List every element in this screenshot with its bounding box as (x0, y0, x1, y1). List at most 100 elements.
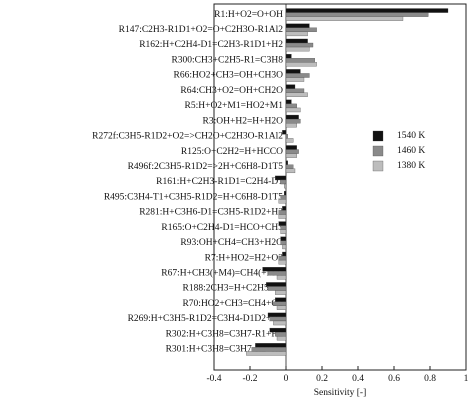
bar (282, 130, 287, 135)
bar (285, 62, 317, 67)
bar (285, 54, 292, 59)
bar (282, 251, 287, 257)
y-tick-label: R161:H+C2H3-R1D1=C2H4-D1 (156, 177, 283, 187)
bar (273, 320, 287, 326)
bar (284, 190, 287, 196)
bar (285, 168, 296, 174)
bar (280, 179, 287, 185)
y-tick-label: R5:H+O2+M1=HO2+M1 (185, 101, 284, 111)
y-tick-label: R162:H+C2H4-D1=C2H3-R1D1+H2 (139, 40, 283, 50)
y-tick-label: R300:CH3+C2H5-R1=C3H8 (171, 55, 283, 65)
bar (275, 331, 287, 337)
bar (285, 16, 404, 21)
y-tick-label: R66:HO2+CH3=OH+CH3O (174, 71, 284, 81)
x-tick-label: 0.8 (424, 374, 436, 384)
bar (285, 149, 299, 154)
legend-label: 1540 K (397, 131, 425, 141)
bar (276, 336, 287, 341)
bar (278, 259, 287, 265)
y-tick-label: R70:HO2+CH3=CH4+O2 (182, 299, 283, 309)
y-tick-label: R1:H+O2=O+OH (214, 10, 283, 20)
bar (280, 240, 287, 246)
y-tick-label: R188:2CH3=H+C2H5-R1 (183, 284, 284, 294)
bar (255, 343, 287, 348)
y-tick-label: R93:OH+CH4=CH3+H2O (180, 238, 283, 248)
y-tick-label: R496f:2C3H5-R1D2=>2H+C6H8-D1T5 (128, 161, 284, 172)
y-tick-label: R125:O+C2H2=H+HCCO (181, 147, 283, 157)
y-tick-label: R495:C3H4-T1+C3H5-R1D2=H+C6H8-D1T5 (104, 192, 283, 202)
bar (278, 221, 287, 226)
x-tick-label: 0.4 (352, 374, 364, 384)
x-tick-label: 0 (284, 374, 289, 384)
y-tick-label: R147:C2H3-R1D1+O2=O+C2H3O-R1Al2 (119, 25, 284, 35)
legend-label: 1460 K (397, 146, 425, 156)
bar (285, 92, 308, 97)
bar (282, 244, 287, 250)
bar (285, 114, 299, 120)
bar (275, 175, 287, 181)
bar (267, 286, 287, 291)
bar (285, 84, 296, 89)
bar (269, 316, 287, 322)
bar (280, 236, 287, 241)
bar (278, 214, 287, 219)
bar (267, 271, 287, 276)
bar (276, 305, 287, 310)
y-tick-label: R301:H+C3H8=C3H7-R2+H2 (166, 345, 284, 355)
bar (246, 351, 287, 356)
bar (280, 225, 287, 230)
bar (280, 229, 287, 234)
y-tick-label: R269:H+C3H5-R1D2=C3H4-D1D2+H2 (128, 314, 284, 324)
bar (280, 195, 287, 200)
bar (273, 301, 287, 306)
bar (285, 123, 297, 128)
bar (285, 46, 310, 52)
bar (275, 297, 287, 302)
bar (285, 73, 310, 78)
bar (285, 134, 288, 139)
bar (278, 210, 287, 215)
bar (285, 23, 310, 28)
bar (285, 164, 294, 169)
bar (278, 255, 287, 261)
bar (285, 103, 297, 109)
y-tick-label: R302:H+C3H8=C3H7-R1+H2 (166, 329, 284, 339)
y-tick-label: R7:H+HO2=H2+O2 (205, 253, 284, 263)
bar (285, 31, 308, 37)
bar (285, 27, 317, 33)
bar (285, 8, 449, 13)
bar (285, 145, 297, 150)
bar (251, 347, 287, 352)
x-tick-label: 1 (464, 374, 469, 384)
bar (267, 312, 287, 318)
y-tick-label: R165:O+C2H4-D1=HCO+CH3 (161, 223, 283, 233)
y-tick-label: R272f:C3H5-R1D2+O2=>CH2O+C2H3O-R1Al2 (92, 131, 283, 142)
bar (262, 267, 287, 272)
bar (285, 99, 292, 105)
bar (269, 327, 287, 333)
bar (285, 153, 297, 158)
bar (285, 42, 314, 48)
legend-swatch (372, 160, 384, 172)
plot-frame (213, 3, 467, 371)
bar (278, 199, 287, 204)
x-tick-label: 0.2 (316, 374, 328, 384)
bar (282, 206, 287, 211)
bar (285, 107, 301, 113)
bar (285, 138, 294, 143)
bar (285, 38, 308, 44)
legend-swatch (372, 130, 384, 142)
bar (276, 275, 287, 280)
bar (275, 290, 287, 295)
bar (285, 88, 305, 93)
bar (285, 58, 315, 63)
y-tick-label: R64:CH3+O2=OH+CH2O (180, 86, 283, 96)
bar (285, 118, 301, 124)
bar (285, 12, 429, 17)
x-axis-label: Sensitivity [-] (314, 388, 367, 398)
y-tick-label: R281:H+C3H6-D1=C3H5-R1D2+H2 (139, 208, 283, 218)
y-tick-label: R67:H+CH3(+M4)=CH4(+M4) (161, 267, 283, 278)
legend-label: 1380 K (397, 161, 425, 171)
y-tick-label: R3:OH+H2=H+H2O (203, 116, 284, 126)
